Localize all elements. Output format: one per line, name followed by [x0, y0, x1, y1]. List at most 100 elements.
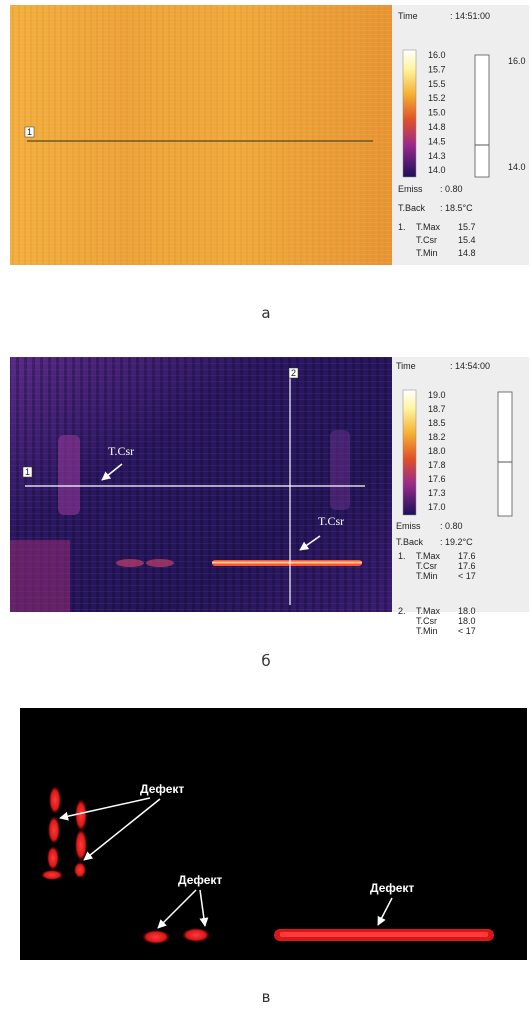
- scale-label: 18.7: [428, 404, 446, 414]
- readout-value: 18.0: [458, 616, 476, 626]
- annotation: Дефект: [140, 782, 184, 796]
- readout-label: T.Min: [416, 571, 438, 581]
- readout-value: 18.0: [458, 606, 476, 616]
- time-label: Time: [398, 11, 418, 21]
- defect-spot: [142, 930, 170, 944]
- readout-label: T.Max: [416, 551, 441, 561]
- readout-value: 15.4: [458, 235, 476, 245]
- defect-spot: [75, 829, 87, 861]
- readout-label: T.Max: [416, 222, 441, 232]
- time-label: Time: [396, 361, 416, 371]
- scale-label: 15.0: [428, 108, 446, 118]
- scale-label: 14.0: [428, 165, 446, 175]
- annotation: Дефект: [178, 873, 222, 887]
- image-marker: 2: [291, 368, 296, 378]
- readout-label: T.Csr: [416, 616, 437, 626]
- defect-spot: [182, 928, 210, 942]
- warm-area: [330, 430, 350, 510]
- panel-b: 1 2 T.Csr T.Csr Time : 14:54:00 19.0 18.7…: [10, 357, 529, 636]
- emiss-value: : 0.80: [440, 184, 463, 194]
- defect-spot: [47, 846, 59, 870]
- arrow: [59, 797, 151, 821]
- readout-value: 14.8: [458, 248, 476, 258]
- back-value: : 18.5°C: [440, 203, 473, 213]
- color-scale: [402, 389, 417, 516]
- defect-spot: [41, 870, 63, 880]
- marker-box: [24, 126, 35, 138]
- emiss-value: : 0.80: [440, 521, 463, 531]
- hot-core: [212, 561, 362, 564]
- arrow: [83, 798, 161, 861]
- scale-label: 16.0: [428, 50, 446, 60]
- gauge-label: 16.0: [508, 56, 526, 66]
- scale-label: 14.3: [428, 151, 446, 161]
- defect-spot: [49, 786, 61, 814]
- readout-value: 17.6: [458, 551, 476, 561]
- scale-label: 14.8: [428, 122, 446, 132]
- annotation: T.Csr: [108, 444, 134, 458]
- scale-label: 15.5: [428, 79, 446, 89]
- time-value: : 14:54:00: [450, 361, 490, 371]
- time-value: : 14:51:00: [450, 11, 490, 21]
- readout-label: T.Min: [416, 626, 438, 636]
- readout-value: < 17: [458, 571, 476, 581]
- image-marker: 1: [27, 127, 32, 137]
- scale-label: 14.5: [428, 136, 446, 146]
- annotation: Дефект: [370, 881, 414, 895]
- readout-index: 1.: [398, 551, 406, 561]
- readout-value: 17.6: [458, 561, 476, 571]
- back-label: T.Back: [398, 203, 426, 213]
- emiss-label: Emiss: [396, 521, 421, 531]
- readout-value: < 17: [458, 626, 476, 636]
- readout-index: 2.: [398, 606, 406, 616]
- caption: в: [262, 988, 271, 1006]
- gauge-label: 14.0: [508, 162, 526, 172]
- panel-c: Дефект Дефект Дефект: [20, 708, 527, 960]
- gauge: [474, 54, 490, 178]
- arrow: [299, 535, 321, 551]
- arrow: [377, 897, 393, 926]
- arrow: [157, 889, 197, 929]
- scale-labels: 16.0 15.7 15.5 15.2 15.0 14.8 14.5 14.3 14.0: [428, 50, 446, 175]
- scale-label: 15.2: [428, 93, 446, 103]
- readout-index: 1.: [398, 222, 406, 232]
- scale-label: 17.0: [428, 502, 446, 512]
- marker-box: [288, 367, 299, 379]
- scale-label: 18.5: [428, 418, 446, 428]
- image-texture: [10, 5, 392, 265]
- readouts: 1. T.Max 15.7 T.Csr 15.4 T.Min 14.8: [398, 222, 476, 258]
- scale-label: 15.7: [428, 64, 446, 74]
- scale-label: 18.0: [428, 446, 446, 456]
- warm-area: [58, 435, 80, 515]
- readout-label: T.Min: [416, 248, 438, 258]
- warm-spot: [146, 559, 174, 567]
- warm-area: [10, 540, 70, 612]
- warm-spot: [116, 559, 144, 567]
- gauge: [497, 391, 513, 517]
- panel-a: 1 Time : 14:51:00 16.0 15.7 15.5 15.2 15.0 14…: [10, 5, 529, 265]
- scale-label: 18.2: [428, 432, 446, 442]
- marker-box: [22, 466, 33, 478]
- image-marker: 1: [25, 467, 30, 477]
- scale-label: 19.0: [428, 390, 446, 400]
- defect-spot: [48, 816, 60, 844]
- defect-spot: [75, 799, 87, 831]
- defect-spot: [74, 862, 86, 878]
- caption: а: [261, 304, 270, 322]
- back-value: : 19.2°C: [440, 537, 473, 547]
- defect-image: [20, 708, 527, 960]
- readouts: 1. T.Max 17.6 T.Csr 17.6 T.Min < 17 2. T.Max 18.0…: [398, 551, 476, 636]
- readout-label: T.Csr: [416, 561, 437, 571]
- emiss-label: Emiss: [398, 184, 423, 194]
- color-scale: [402, 49, 417, 178]
- scale-labels: 19.0 18.7 18.5 18.2 18.0 17.8 17.6 17.3 17.0: [428, 390, 446, 512]
- annotation: T.Csr: [318, 514, 344, 528]
- readout-value: 15.7: [458, 222, 476, 232]
- scale-label: 17.3: [428, 488, 446, 498]
- defect-core: [280, 932, 488, 937]
- back-label: T.Back: [396, 537, 424, 547]
- readout-label: T.Csr: [416, 235, 437, 245]
- caption: б: [261, 652, 270, 670]
- scale-label: 17.6: [428, 474, 446, 484]
